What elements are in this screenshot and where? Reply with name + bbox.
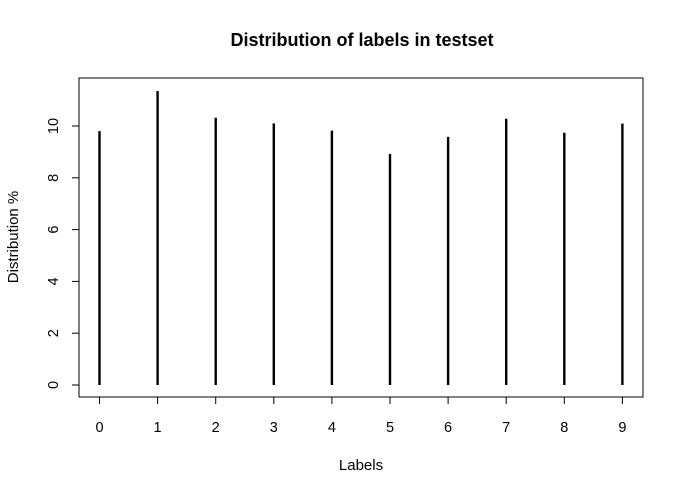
x-tick-label-9: 9 — [618, 420, 626, 436]
y-tick-label-0: 0 — [46, 381, 62, 389]
x-tick-label-5: 5 — [386, 420, 394, 436]
x-tick-label-0: 0 — [95, 420, 103, 436]
x-tick-label-8: 8 — [560, 420, 568, 436]
y-axis-title: Distribution % — [5, 191, 22, 284]
x-axis-title: Labels — [339, 457, 383, 474]
x-tick-label-3: 3 — [270, 420, 278, 436]
y-tick-label-10: 10 — [46, 118, 62, 134]
plot-frame — [78, 77, 644, 398]
y-tick-label-6: 6 — [46, 226, 62, 234]
bars — [98, 91, 624, 385]
x-tick-label-6: 6 — [444, 420, 452, 436]
y-tick-label-4: 4 — [46, 277, 62, 285]
x-axis: 0 1 2 3 4 5 6 7 8 9 — [95, 396, 626, 436]
x-tick-label-1: 1 — [154, 420, 162, 436]
y-tick-label-2: 2 — [46, 329, 62, 337]
x-tick-label-2: 2 — [212, 420, 220, 436]
y-tick-label-8: 8 — [46, 174, 62, 182]
y-ticks: 0 2 4 6 8 10 — [46, 118, 79, 389]
x-ticks: 0 1 2 3 4 5 6 7 8 9 — [95, 397, 626, 436]
x-tick-label-4: 4 — [328, 420, 336, 436]
x-tick-label-7: 7 — [502, 420, 510, 436]
chart-title: Distribution of labels in testset — [230, 30, 493, 50]
y-axis: 0 2 4 6 8 10 — [46, 118, 80, 389]
